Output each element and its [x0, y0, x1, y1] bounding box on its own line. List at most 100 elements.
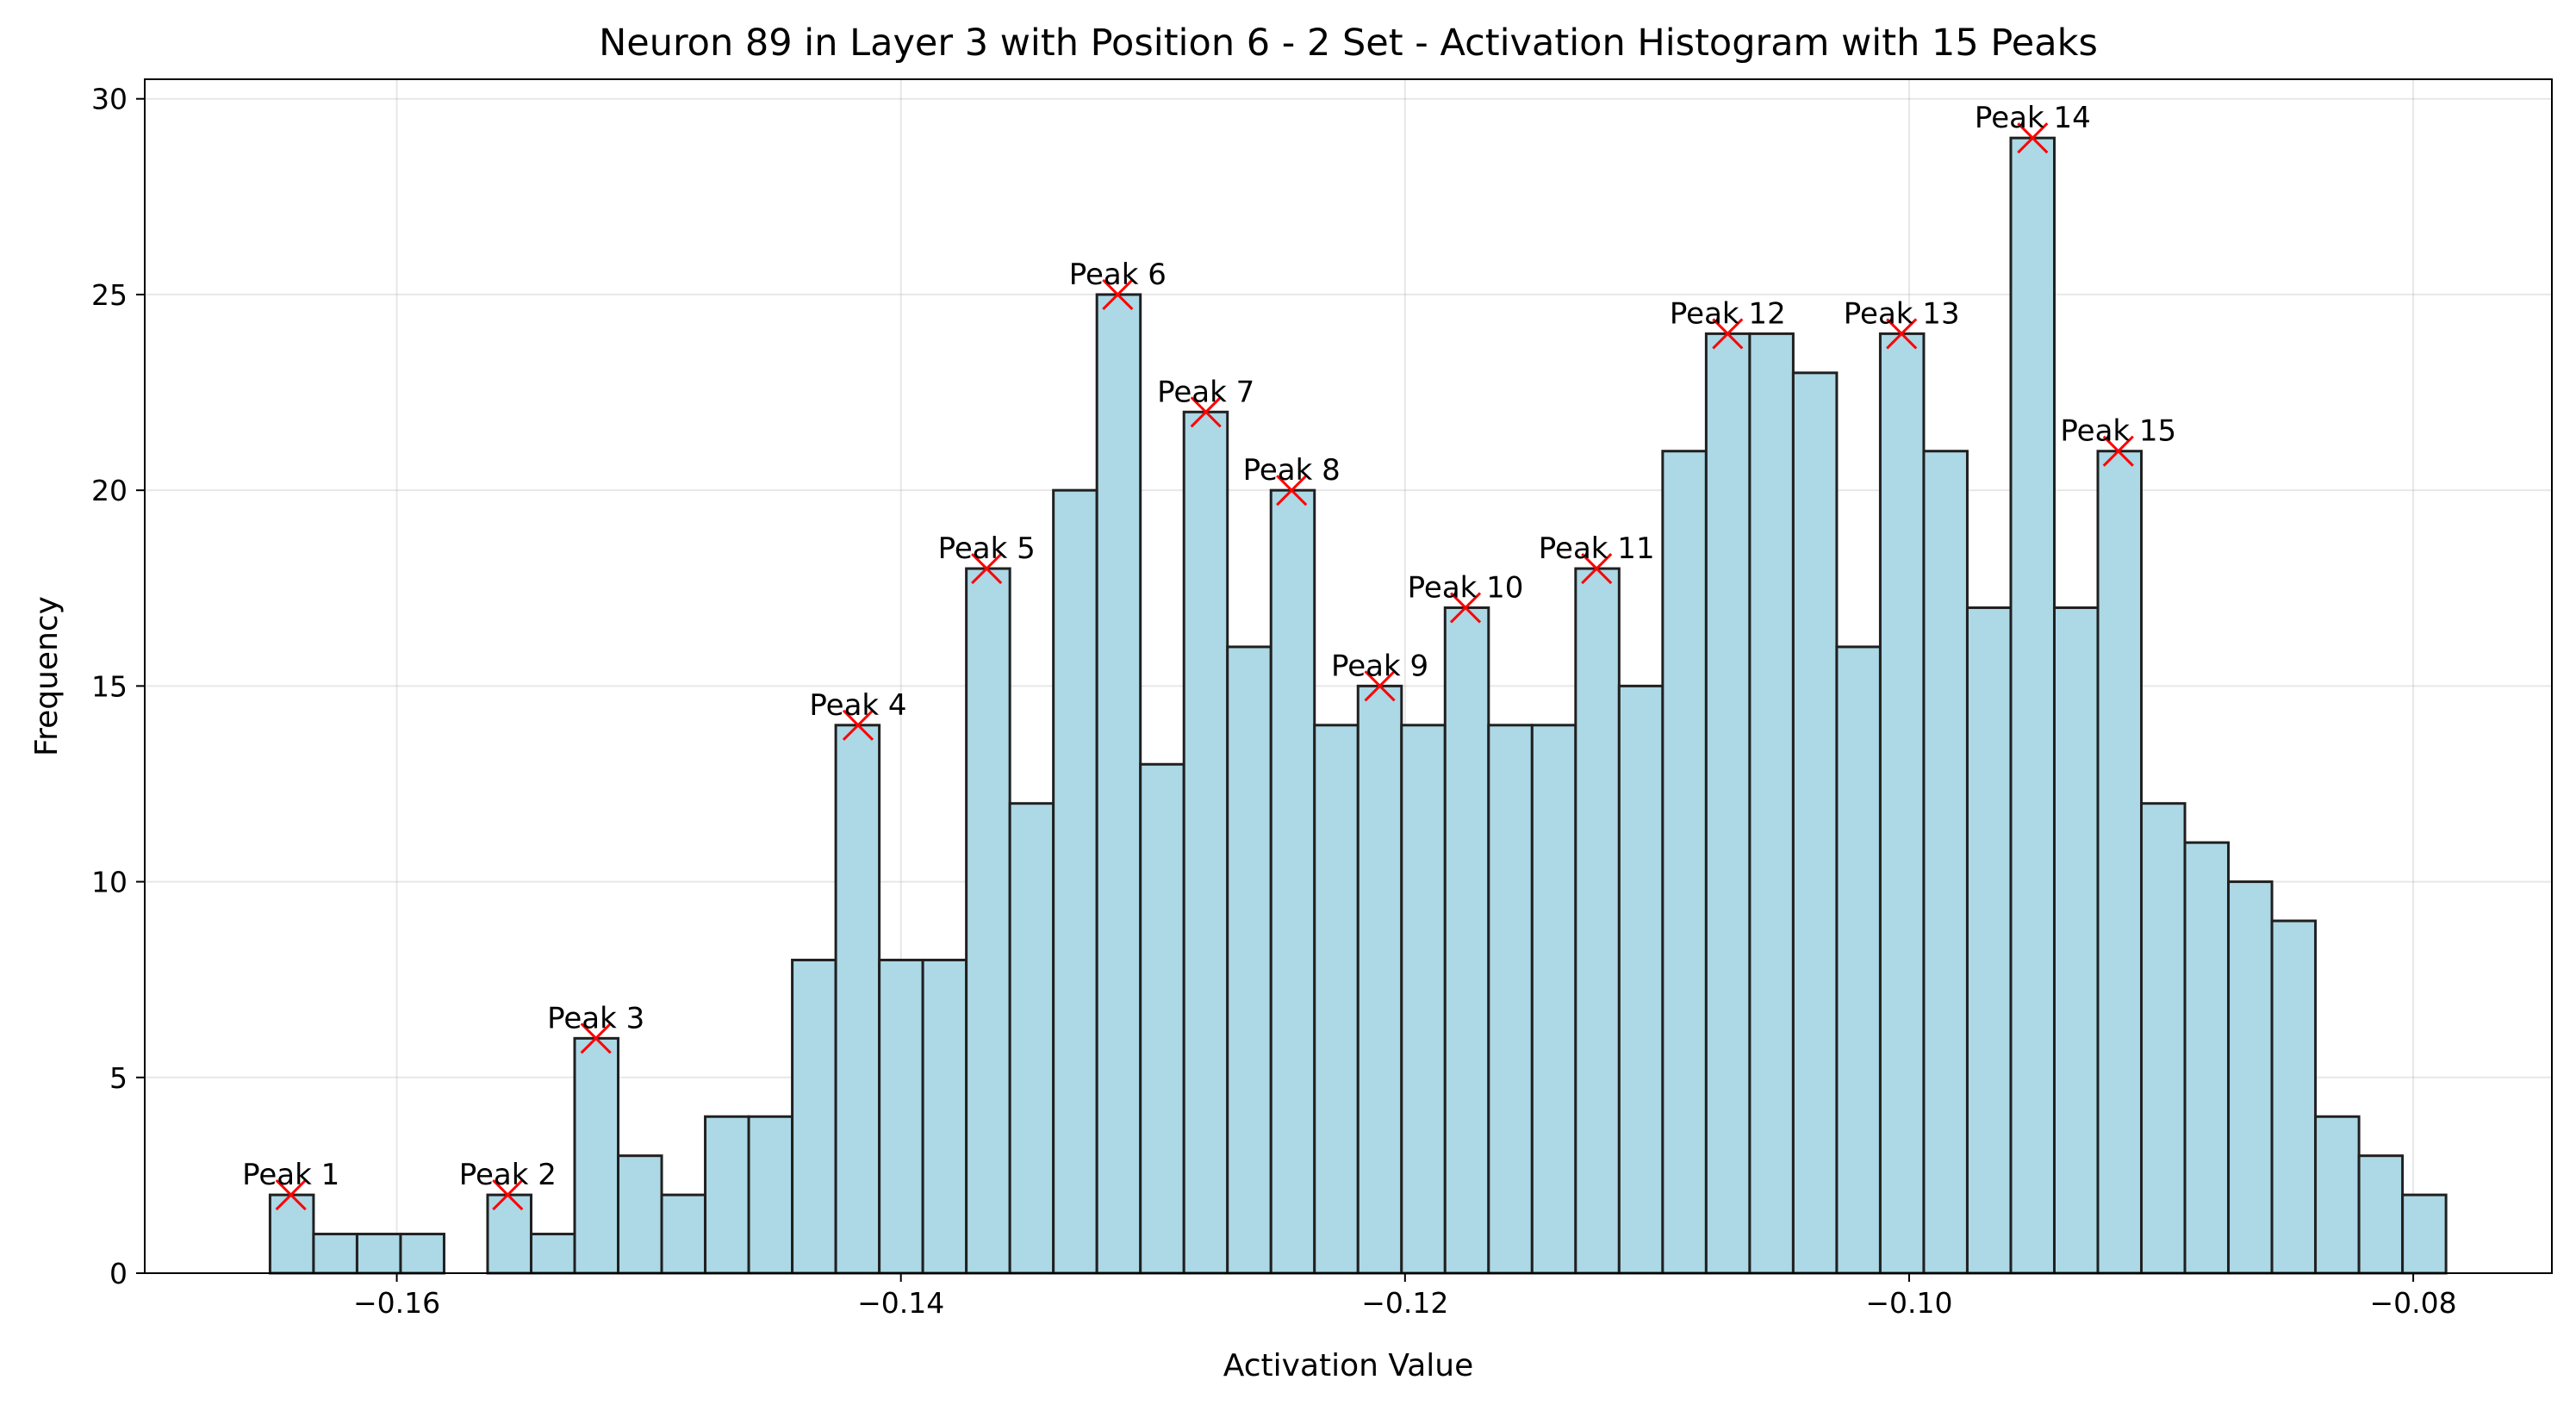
histogram-bar: [2096, 450, 2144, 1275]
histogram-bar: [965, 567, 1011, 1275]
peak-label: Peak 1: [242, 1158, 339, 1192]
peak-marker-stroke: [1449, 592, 1482, 624]
histogram-bar: [1965, 606, 2013, 1275]
histogram-bar: [1182, 410, 1229, 1275]
histogram-bar: [617, 1154, 663, 1275]
histogram-bar: [2227, 880, 2274, 1275]
x-tick-label: −0.12: [1361, 1286, 1448, 1320]
peak-label: Peak 6: [1069, 258, 1167, 292]
peak-marker-stroke: [1364, 670, 1396, 702]
peak-label: Peak 11: [1539, 531, 1655, 566]
histogram-bar: [1356, 684, 1403, 1275]
peak-marker-stroke: [842, 709, 874, 741]
peak-marker: [842, 709, 874, 741]
plot-frame: [144, 78, 2553, 1274]
histogram-bar: [1574, 567, 1621, 1275]
histogram-bar: [1443, 606, 1490, 1275]
histogram-bar: [1661, 450, 1708, 1275]
histogram-bar: [1139, 762, 1185, 1275]
peak-marker: [1364, 670, 1396, 702]
histogram-bar: [573, 1036, 620, 1275]
peak-annotations: Peak 1 Peak 2 Peak 3 Peak 4 Peak 5 Peak 6 Peak…: [242, 101, 2176, 1211]
peak-marker-stroke: [2017, 122, 2049, 154]
peak-marker-stroke: [1886, 318, 1918, 350]
histogram-bar: [1530, 724, 1577, 1275]
histogram-bar: [921, 958, 968, 1275]
peak-label: Peak 12: [1670, 296, 1786, 331]
y-tick-label: 0: [109, 1257, 128, 1290]
peak-label: Peak 14: [1975, 101, 2091, 135]
histogram-bar: [1791, 371, 1839, 1275]
histogram-bar: [1487, 724, 1534, 1275]
chart-title: Neuron 89 in Layer 3 with Position 6 - 2…: [599, 22, 2098, 65]
histogram-bar: [1008, 802, 1055, 1275]
y-axis-label: Frequency: [29, 596, 65, 756]
peak-label: Peak 3: [547, 1001, 644, 1035]
histogram-bar: [1617, 684, 1664, 1275]
histogram-bar: [2183, 841, 2231, 1275]
peak-label: Peak 9: [1331, 649, 1428, 683]
peak-marker: [1886, 318, 1918, 350]
histogram-bar: [704, 1115, 750, 1275]
histogram-bar: [2401, 1193, 2448, 1275]
peak-label: Peak 4: [809, 688, 906, 723]
histogram-bar: [1878, 332, 1926, 1275]
histogram-bar: [2140, 802, 2187, 1275]
histogram-bar: [529, 1233, 576, 1275]
peak-marker: [971, 552, 1003, 585]
peak-marker-stroke: [275, 1179, 307, 1211]
peak-marker: [492, 1179, 524, 1211]
histogram-bar: [1269, 488, 1316, 1275]
histogram-bar: [2052, 606, 2100, 1275]
histogram-bar: [1835, 645, 1882, 1275]
peak-marker-stroke: [1581, 552, 1613, 585]
histogram-bar: [878, 958, 924, 1275]
peak-label: Peak 13: [1844, 296, 1960, 331]
histogram-bar: [2270, 919, 2318, 1275]
peak-label: Peak 7: [1157, 375, 1254, 409]
histogram-bar: [2314, 1115, 2361, 1275]
peak-marker-stroke: [1712, 318, 1744, 350]
histogram-bar: [355, 1233, 402, 1275]
histogram-bar: [1704, 332, 1752, 1275]
peak-label: Peak 8: [1243, 453, 1341, 488]
peak-marker: [1276, 475, 1308, 507]
y-tick-label: 30: [91, 83, 128, 116]
x-tick-label: −0.14: [857, 1286, 944, 1320]
y-axis-ticks: 0 5 10 15 20 25 30: [91, 83, 145, 1290]
peak-marker: [1102, 278, 1134, 310]
y-tick-label: 10: [91, 866, 128, 899]
histogram-bar: [1052, 488, 1098, 1275]
histogram-bar: [312, 1233, 358, 1275]
histogram-bars: [268, 136, 2448, 1275]
histogram-bar: [1095, 293, 1142, 1275]
peak-marker: [2017, 122, 2049, 154]
histogram-bar: [1400, 724, 1447, 1275]
histogram-bar: [1748, 332, 1795, 1275]
peak-marker-stroke: [1190, 396, 1222, 428]
y-tick-label: 20: [91, 474, 128, 507]
peak-label: Peak 10: [1408, 570, 1524, 605]
peak-marker: [1712, 318, 1744, 350]
peak-label: Peak 15: [2060, 414, 2176, 449]
histogram-bar: [1313, 724, 1360, 1275]
x-tick-label: −0.16: [353, 1286, 440, 1320]
peak-marker-stroke: [1276, 475, 1308, 507]
peak-marker: [1449, 592, 1482, 624]
y-tick-label: 15: [91, 669, 128, 703]
y-tick-label: 25: [91, 278, 128, 312]
peak-marker: [1581, 552, 1613, 585]
x-tick-label: −0.08: [2370, 1286, 2457, 1320]
peak-marker: [1190, 396, 1222, 428]
histogram-bar: [791, 958, 837, 1275]
peak-marker-stroke: [580, 1023, 612, 1054]
x-axis-label: Activation Value: [1223, 1348, 1474, 1383]
peak-marker: [580, 1023, 612, 1054]
peak-marker-stroke: [492, 1179, 524, 1211]
histogram-bar: [1922, 450, 1969, 1275]
peak-label: Peak 2: [459, 1158, 557, 1192]
peak-marker-stroke: [971, 552, 1003, 585]
peak-marker: [275, 1179, 307, 1211]
